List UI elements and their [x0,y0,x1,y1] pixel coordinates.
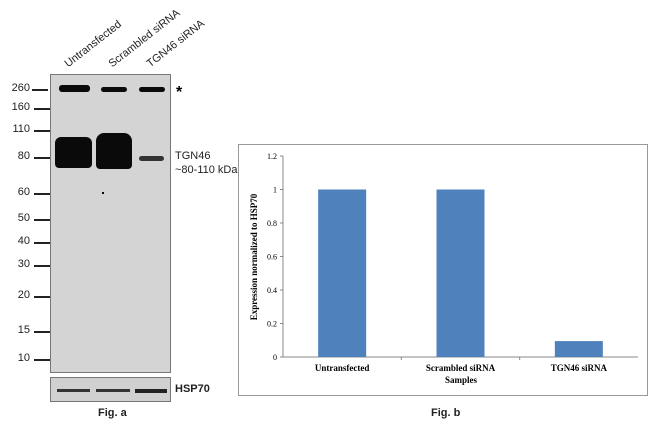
band-tgn46-lane1 [55,137,92,168]
mw-marker-label: 80 [17,150,30,162]
fig-a-caption: Fig. a [98,407,127,419]
x-tick-label: TGN46 siRNA [551,363,608,373]
y-tick-label: 0.2 [267,320,277,329]
mw-marker-label: 60 [17,186,30,198]
mw-marker-label: 160 [11,101,30,113]
y-tick-label: 0.8 [267,219,277,228]
mw-marker-label: 15 [17,324,30,336]
x-axis-label: Samples [445,375,478,385]
mw-marker-label: 40 [17,235,30,247]
mw-marker-tick [34,219,50,221]
hsp70-band [57,389,90,392]
mw-marker-label: 20 [17,289,30,301]
chart-frame [238,144,648,396]
loading-control-label: HSP70 [175,383,210,395]
mw-marker-tick [34,157,50,159]
x-tick-label: Untransfected [315,363,370,373]
mw-marker-tick [34,331,50,333]
bar-2 [554,341,603,357]
bar-0 [318,189,367,357]
y-tick-label: 0 [273,353,277,362]
mw-marker-label: 50 [17,212,30,224]
band-260-lane2 [101,87,127,92]
fig-b-caption: Fig. b [431,407,461,419]
y-tick-label: 0.4 [267,286,277,295]
mw-marker-tick [34,108,50,110]
mw-marker-tick [34,265,50,267]
dust-speck [102,192,104,194]
band-260-lane3 [139,87,165,92]
y-tick-label: 1.2 [267,152,277,161]
band-tgn46-lane2 [96,133,132,169]
band-label: TGN46 [175,150,211,162]
mw-marker-label: 260 [11,82,30,94]
y-tick-label: 1 [273,186,277,195]
mw-marker-tick [34,130,50,132]
y-tick-label: 0.6 [267,253,277,262]
nonspecific-asterisk: * [176,84,183,101]
mw-marker-tick [32,89,48,91]
hsp70-band [135,389,167,393]
y-axis-label: Expression normalized to HSP70 [249,193,259,320]
mw-marker-tick [34,296,50,298]
mw-marker-tick [34,193,50,195]
hsp70-band [96,389,130,392]
mw-marker-label: 110 [12,123,30,135]
mw-marker-label: 10 [17,352,30,364]
hsp70-blot [50,377,171,402]
mw-marker-tick [34,242,50,244]
band-260-lane1 [59,85,90,92]
x-tick-label: Scrambled siRNA [426,363,496,373]
mw-marker-tick [34,359,50,361]
western-blot [50,74,171,373]
band-tgn46-lane3 [139,156,164,161]
mw-marker-label: 30 [17,258,30,270]
band-size: ~80-110 kDa [175,164,238,176]
bar-1 [436,189,485,357]
